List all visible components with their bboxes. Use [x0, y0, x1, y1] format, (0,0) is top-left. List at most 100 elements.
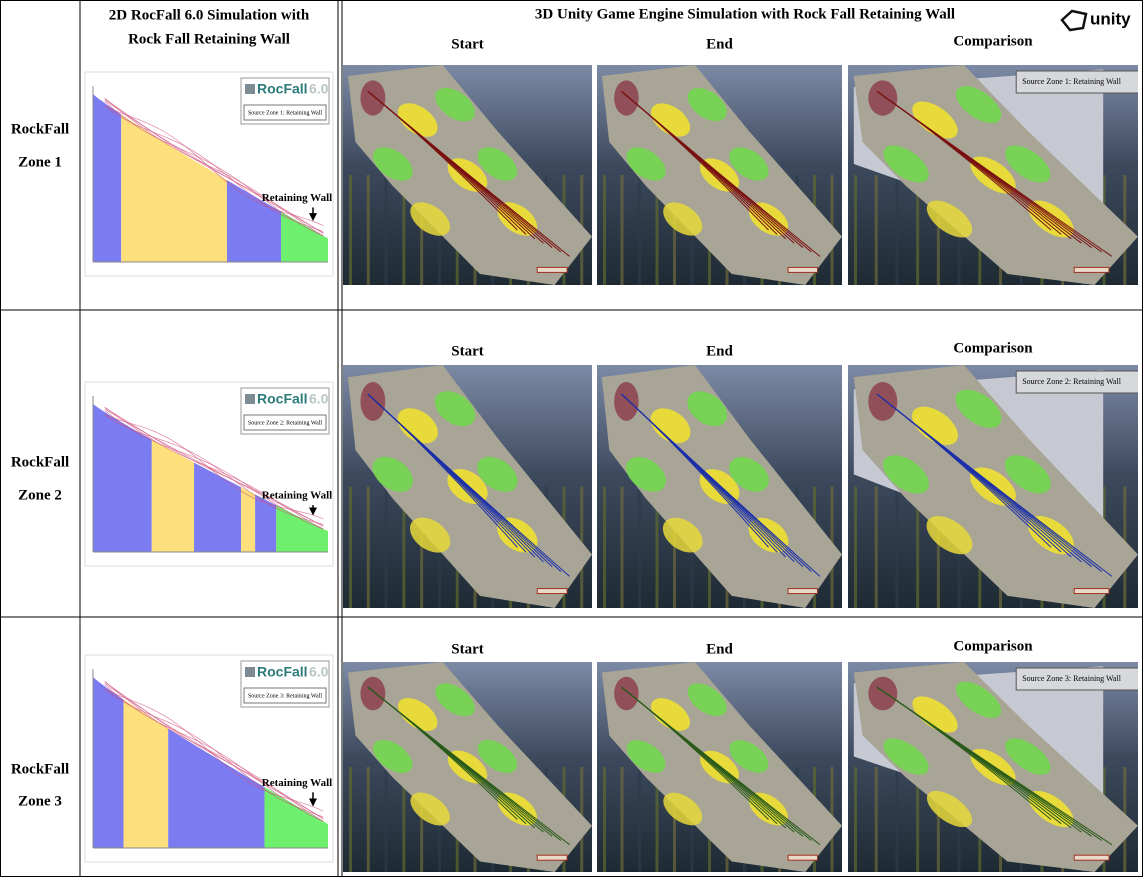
- panel-label: End: [706, 641, 733, 657]
- row-label: Zone 1: [18, 154, 62, 170]
- stripe: [638, 767, 641, 872]
- col2-title: Rock Fall Retaining Wall: [128, 31, 290, 47]
- source-zone: [868, 677, 897, 711]
- annotation: Retaining Wall: [262, 490, 332, 502]
- comparison-source: Source Zone 2: Retaining Wall: [1016, 371, 1143, 393]
- unity-logo: unity: [1062, 9, 1131, 30]
- row-label: Zone 2: [18, 487, 62, 503]
- panel-label: Start: [451, 641, 484, 657]
- rocfall-logo-icon: [245, 84, 255, 94]
- retaining-wall: [537, 267, 567, 272]
- annotation: Retaining Wall: [262, 777, 332, 789]
- panel-label: Comparison: [953, 33, 1033, 49]
- panel-label: End: [706, 343, 733, 359]
- row-label: RockFall: [11, 121, 69, 137]
- stripe: [621, 175, 624, 285]
- stripe: [349, 175, 352, 285]
- comparison-source-text: Source Zone 1: Retaining Wall: [1022, 77, 1122, 86]
- stripe: [854, 767, 857, 872]
- unity-panel: [343, 365, 592, 608]
- rocfall-source: Source Zone 1: Retaining Wall: [248, 110, 322, 116]
- rocfall-source: Source Zone 2: Retaining Wall: [248, 420, 322, 426]
- stripe: [875, 487, 878, 609]
- unity-panel: Source Zone 2: Retaining Wall: [848, 365, 1143, 608]
- rocfall-version: 6.0: [309, 81, 329, 97]
- stripe: [854, 487, 857, 609]
- unity-panel: [343, 65, 592, 285]
- stripe: [367, 175, 370, 285]
- rocfall-source: Source Zone 3: Retaining Wall: [248, 693, 322, 699]
- rocfall-version: 6.0: [309, 391, 329, 407]
- stripe: [349, 767, 352, 872]
- stripe: [895, 767, 898, 872]
- unity-panel: [597, 65, 842, 285]
- stripe: [385, 487, 388, 609]
- panel-label: Comparison: [953, 340, 1033, 356]
- retaining-wall: [788, 267, 817, 272]
- stripe: [367, 487, 370, 609]
- retaining-wall: [1074, 589, 1109, 594]
- rocfall-logo: RocFall: [257, 664, 308, 680]
- panel-label: Start: [451, 343, 484, 359]
- comparison-source-text: Source Zone 3: Retaining Wall: [1022, 674, 1122, 683]
- stripe: [895, 175, 898, 285]
- stripe: [603, 487, 606, 609]
- rocfall-logo-icon: [245, 394, 255, 404]
- slope-segment: [93, 94, 121, 262]
- source-zone: [868, 80, 897, 115]
- stripe: [349, 487, 352, 609]
- col3-title: 3D Unity Game Engine Simulation with Roc…: [535, 6, 955, 22]
- retaining-wall: [1074, 267, 1109, 272]
- stripe: [385, 175, 388, 285]
- slope-segment: [241, 487, 255, 552]
- unity-panel: [597, 662, 842, 872]
- source-zone: [614, 80, 639, 115]
- rocfall-version: 6.0: [309, 664, 329, 680]
- comparison-source-text: Source Zone 2: Retaining Wall: [1022, 377, 1122, 386]
- retaining-wall: [537, 855, 567, 860]
- unity-panel: Source Zone 3: Retaining Wall: [848, 662, 1143, 872]
- rocfall-2d-panel: RocFall6.0Source Zone 2: Retaining WallR…: [85, 382, 333, 566]
- panel-label: Comparison: [953, 638, 1033, 654]
- unity-panel: [597, 365, 842, 608]
- rocfall-2d-panel: RocFall6.0 Source Zone 3: Retaining Wall R…: [85, 655, 333, 862]
- stripe: [854, 175, 857, 285]
- annotation: Retaining Wall: [262, 192, 332, 204]
- source-zone: [360, 80, 385, 115]
- rocfall-logo-icon: [245, 667, 255, 677]
- row-label: RockFall: [11, 761, 69, 777]
- unity-panel: [343, 662, 592, 872]
- slope-segment: [93, 677, 124, 848]
- panel-label: End: [706, 36, 733, 52]
- figure: 2D RocFall 6.0 Simulation with Rock Fall…: [0, 0, 1143, 877]
- row-label: RockFall: [11, 454, 69, 470]
- stripe: [875, 175, 878, 285]
- stripe: [603, 175, 606, 285]
- retaining-wall: [537, 589, 567, 594]
- unity-text: unity: [1090, 9, 1131, 28]
- retaining-wall: [788, 855, 817, 860]
- stripe: [895, 487, 898, 609]
- source-zone: [614, 382, 639, 421]
- source-zone: [614, 677, 639, 711]
- source-zone: [360, 677, 385, 711]
- stripe: [875, 767, 878, 872]
- col2-title: 2D RocFall 6.0 Simulation with: [109, 7, 310, 23]
- comparison-source: Source Zone 3: Retaining Wall: [1016, 668, 1143, 690]
- retaining-wall: [1074, 855, 1109, 860]
- stripe: [603, 767, 606, 872]
- retaining-wall: [788, 589, 817, 594]
- source-zone: [360, 382, 385, 421]
- unity-panel: Source Zone 1: Retaining Wall: [848, 65, 1143, 285]
- stripe: [367, 767, 370, 872]
- source-zone: [868, 382, 897, 421]
- panel-label: Start: [451, 36, 484, 52]
- stripe: [385, 767, 388, 872]
- stripe: [621, 767, 624, 872]
- row-label: Zone 3: [18, 793, 62, 809]
- stripe: [638, 487, 641, 609]
- rocfall-logo: RocFall: [257, 81, 308, 97]
- stripe: [638, 175, 641, 285]
- stripe: [621, 487, 624, 609]
